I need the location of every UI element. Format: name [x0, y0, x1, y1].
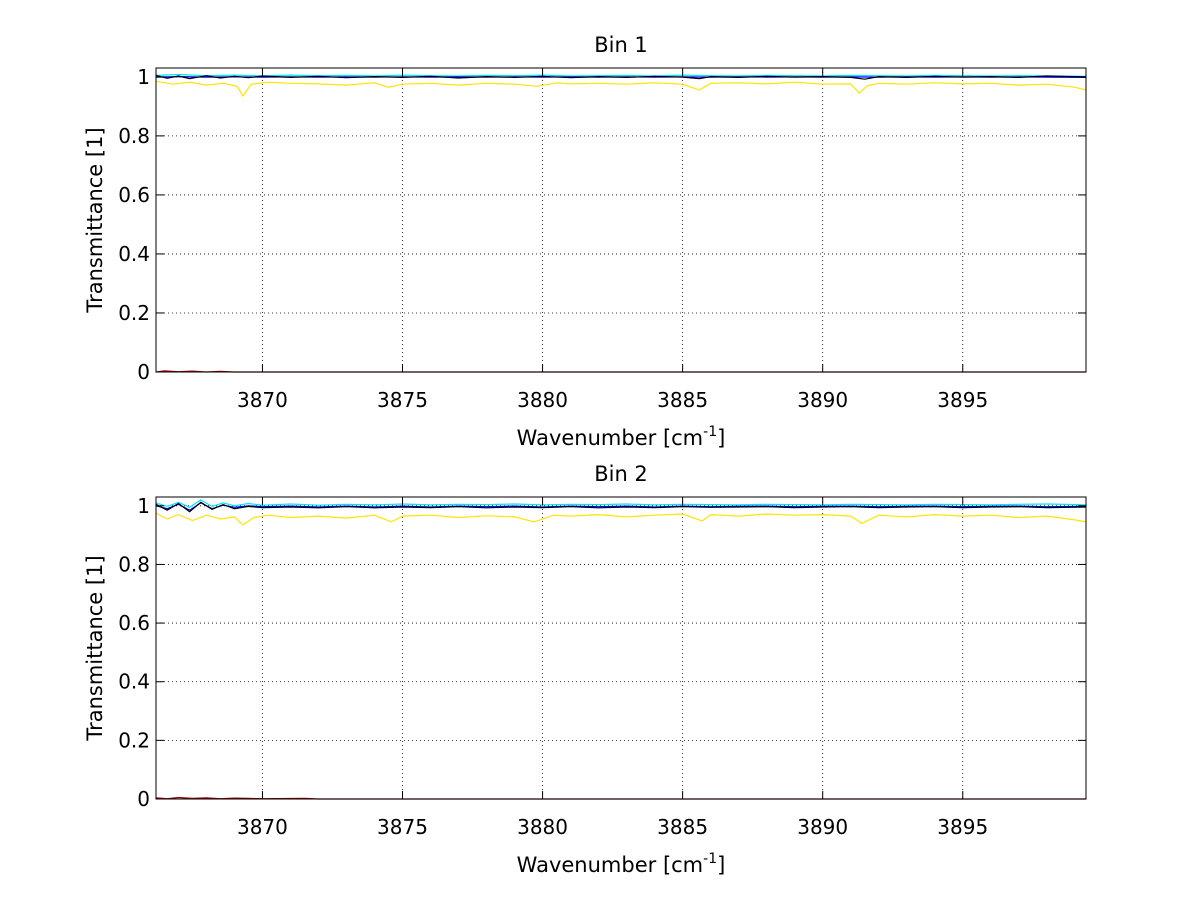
plot-area [156, 68, 1086, 372]
x-axis-label-end: ] [717, 853, 725, 877]
plot-area [156, 497, 1086, 799]
series-line-3 [155, 74, 1087, 80]
axes-frame [155, 67, 1087, 373]
x-axis-label-text: Wavenumber [cm [517, 426, 703, 450]
x-axis-label-superscript: -1 [703, 424, 717, 440]
y-tick-label: 0.6 [118, 611, 150, 635]
x-axis-label-text: Wavenumber [cm [517, 853, 703, 877]
x-tick-label: 3890 [797, 388, 848, 412]
y-tick-label: 0 [137, 787, 150, 811]
y-tick-label: 0.2 [118, 301, 150, 325]
x-tick-label: 3895 [937, 815, 988, 839]
y-axis-label: Transmittance [1] [83, 555, 107, 741]
x-tick-label: 3880 [517, 815, 568, 839]
chart-title: Bin 1 [594, 33, 648, 57]
x-tick-label: 3895 [937, 388, 988, 412]
series-line-3 [155, 501, 1087, 513]
y-tick-label: 0.2 [118, 728, 150, 752]
y-tick-label: 0.8 [118, 552, 150, 576]
y-tick-label: 0.8 [118, 124, 150, 148]
x-tick-label: 3870 [237, 815, 288, 839]
axes-frame [155, 496, 1087, 800]
y-tick-label: 1 [137, 65, 150, 89]
x-tick-label: 3875 [377, 388, 428, 412]
y-tick-label: 0 [137, 360, 150, 384]
y-tick-label: 0.6 [118, 183, 150, 207]
series-line-4 [155, 512, 1087, 526]
chart-title: Bin 2 [594, 462, 648, 486]
x-axis-label-end: ] [717, 426, 725, 450]
x-tick-label: 3890 [797, 815, 848, 839]
y-tick-label: 0.4 [118, 242, 150, 266]
y-axis-label: Transmittance [1] [83, 127, 107, 313]
x-tick-label: 3870 [237, 388, 288, 412]
x-axis-label: Wavenumber [cm-1] [517, 424, 726, 450]
x-axis-label-superscript: -1 [703, 851, 717, 867]
x-tick-label: 3885 [657, 815, 708, 839]
subplot-bin-2: 3870 3875 3880 3885 3890 3895 0 0.2 0.4 0.6 0.8 1 Bi… [83, 462, 1087, 877]
y-tick-label: 1 [137, 494, 150, 518]
subplot-bin-1: 3870 3875 3880 3885 3890 3895 0 0.2 0.4 0.6 0.8 1 Bi… [83, 33, 1087, 450]
series-line-4 [155, 80, 1087, 98]
x-tick-label: 3880 [517, 388, 568, 412]
series-line-1 [155, 73, 1087, 77]
x-tick-label: 3875 [377, 815, 428, 839]
x-tick-label: 3885 [657, 388, 708, 412]
y-tick-label: 0.4 [118, 670, 150, 694]
x-axis-label: Wavenumber [cm-1] [517, 851, 726, 877]
